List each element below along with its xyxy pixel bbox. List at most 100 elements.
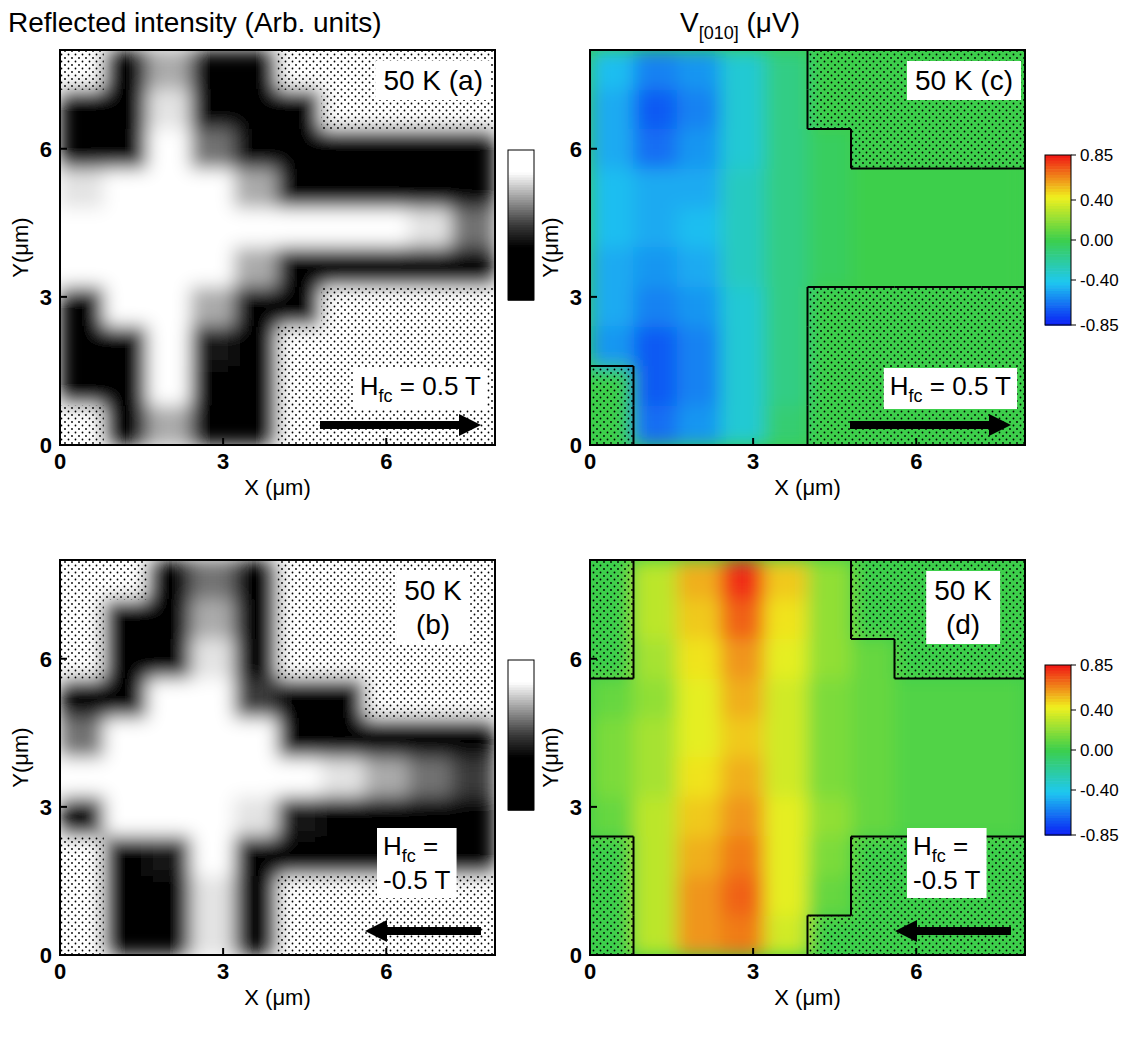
dotted-cell [590,916,634,956]
heat-cell [191,876,235,916]
heat-cell [938,758,982,798]
heat-cell [104,327,148,367]
heat-cell [634,366,678,406]
heat-cell [982,679,1026,719]
heat-cell [452,837,496,877]
heat-cell [764,327,808,367]
dotted-cell [278,639,322,679]
colorbar [508,150,534,301]
label-box [926,571,1000,644]
heat-cell [147,560,191,600]
heat-cell [408,758,452,798]
x-tick [915,948,917,955]
heat-cell [677,797,721,837]
heat-cell [677,248,721,288]
plot-background [590,50,1025,445]
heat-cell [452,248,496,288]
heat-cell [234,90,278,130]
column-title: Reflected intensity (Arb. units) [8,7,382,38]
x-axis-title: X (μm) [774,985,840,1010]
panel: 036036X (μm)Y(μm)50 K (a)Hfc = 0.5 T [8,50,534,500]
colorbar-tick-label: -0.40 [1080,271,1119,290]
label-box [354,368,487,409]
dotted-cell [365,916,409,956]
dotted-cell [321,327,365,367]
heatmap [590,560,1025,955]
x-tick [59,948,61,955]
heat-cell [278,797,322,837]
x-tick [385,948,387,955]
heat-cell [808,679,852,719]
dotted-cell [808,50,852,90]
masked-regions [590,560,1025,955]
heat-cell [677,916,721,956]
heat-cell [808,169,852,209]
x-tick-label: 3 [217,449,229,474]
heat-cell [60,758,104,798]
heat-cell [147,50,191,90]
heat-cell [147,876,191,916]
dotted-cell [278,876,322,916]
heat-cell [321,129,365,169]
masked-cell-fill [851,837,895,877]
masked-cell-fill [590,406,634,446]
x-tick [385,438,387,445]
heat-cell [234,169,278,209]
dotted-cell [452,287,496,327]
heat-cell [677,679,721,719]
heat-cell [634,327,678,367]
heat-cell [851,208,895,248]
heat-cell [104,129,148,169]
heat-cell [452,208,496,248]
dotted-cell [60,600,104,640]
contour-line [808,915,852,917]
dotted-cell [851,287,895,327]
contour-line [982,286,1026,288]
masked-cell-fill [321,327,365,367]
masked-cell-fill [60,406,104,446]
heat-cell [147,287,191,327]
y-tick-label: 0 [570,433,582,458]
heat-cell [764,679,808,719]
heat-cell [634,560,678,600]
masked-cell-fill [851,560,895,600]
y-axis-title: Y(μm) [8,217,33,277]
colorbar-frame [508,660,534,810]
heat-cell [634,90,678,130]
title-subscript: [010] [699,23,739,43]
heat-cell [721,797,765,837]
heat-cell [147,406,191,446]
plot-background [60,50,495,445]
heat-cell [408,129,452,169]
panel-label: 50 K (c) [907,61,1021,100]
heat-cell [851,679,895,719]
heat-cell [147,639,191,679]
dotted-cell [321,50,365,90]
heat-cell [764,248,808,288]
dotted-cell [851,837,895,877]
masked-cell-fill [408,639,452,679]
heat-cell [234,50,278,90]
heat-cell [808,129,852,169]
y-tick-label: 6 [40,137,52,162]
heat-cell [634,287,678,327]
dotted-cell [851,916,895,956]
field-annotation: Hfc = 0.5 T [884,368,1017,409]
panel: 036036X (μm)Y(μm)50 K(d)Hfc =-0.5 T0.850… [538,560,1119,1010]
contour-line [807,366,809,406]
heat-cell [408,248,452,288]
heat-cell [147,208,191,248]
x-tick-label: 0 [584,959,596,984]
colorbar-tick-label: 0.00 [1080,231,1113,250]
x-tick [589,948,591,955]
title-part: V [680,7,699,38]
heat-cell [634,718,678,758]
masked-cell-fill [851,90,895,130]
heat-cell [808,876,852,916]
heat-cell [191,248,235,288]
dotted-cell [278,600,322,640]
field-subscript: fc [379,386,393,406]
dotted-cell [590,600,634,640]
heat-cell [321,169,365,209]
dotted-cell [452,639,496,679]
